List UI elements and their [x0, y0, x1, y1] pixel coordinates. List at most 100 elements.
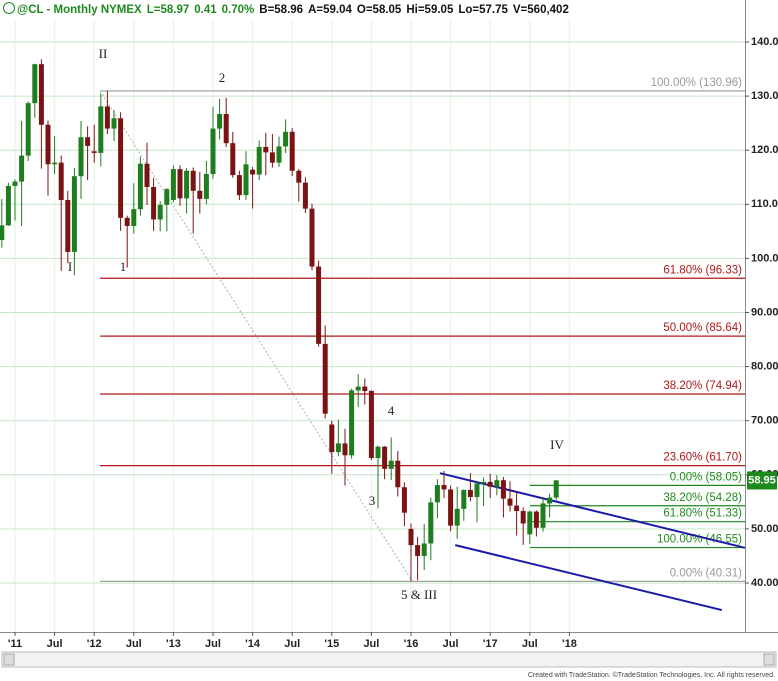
candle-body [91, 151, 97, 153]
candle-body [104, 106, 110, 129]
y-tick-label: 100.00 [751, 252, 778, 264]
candle-body [203, 174, 209, 199]
fib-label: 38.20% (74.94) [663, 380, 742, 392]
candle-body [487, 481, 493, 487]
x-tick-label: Jul [47, 638, 63, 650]
candle-body [553, 480, 559, 498]
candle-body [217, 113, 223, 129]
scroll-left[interactable] [3, 653, 15, 666]
candle-body [434, 485, 440, 503]
candle-body [263, 146, 269, 153]
y-tick-label: 80.00 [751, 361, 778, 373]
y-tick-label: 110.00 [751, 198, 778, 210]
candle-body [197, 190, 203, 199]
candle-body [547, 497, 553, 504]
x-tick-label: '16 [404, 638, 419, 650]
scrollbar[interactable] [1, 651, 777, 668]
candle-body [32, 64, 38, 104]
candle-body [507, 498, 513, 506]
candle-body [527, 511, 533, 535]
candle-body [461, 489, 467, 509]
candle-body [474, 483, 480, 497]
symbol-icon [3, 2, 15, 14]
candle-body [388, 460, 394, 469]
trendline [454, 544, 723, 612]
candle-body [71, 176, 77, 252]
candle-body [0, 225, 5, 241]
last-price-box [747, 471, 777, 490]
y-tick-label: 90.00 [751, 306, 778, 318]
candle-body [289, 131, 295, 171]
candle-body [276, 146, 282, 163]
candle-body [65, 199, 71, 252]
y-tick-label: 130.00 [751, 90, 778, 102]
candle-body [494, 480, 500, 487]
y-tick-label: 140.00 [751, 36, 778, 48]
wave-label: 1 [120, 259, 127, 274]
open: O=58.05 [356, 4, 402, 16]
candle-body [316, 266, 322, 344]
candle-body [256, 146, 262, 175]
x-tick-label: Jul [126, 638, 142, 650]
fib-label: 23.60% (61.70) [663, 452, 742, 464]
fib-label: 0.00% (58.05) [670, 471, 742, 483]
wave-label: 5 & III [401, 587, 437, 602]
candle-body [329, 424, 335, 453]
x-tick-label: Jul [443, 638, 459, 650]
trendline [99, 90, 413, 582]
candle-body [243, 164, 249, 196]
x-tick-label: '14 [245, 638, 261, 650]
wave-label: I [68, 259, 72, 274]
candle-body [190, 170, 196, 191]
candle-body [12, 181, 18, 186]
change: 0.41 [194, 4, 217, 16]
candle-body [401, 487, 407, 513]
candle-body [428, 502, 434, 544]
header: @CL - Monthly NYMEX L=58.97 0.41 0.70% B=58.… [0, 0, 745, 20]
scroll-right[interactable] [763, 653, 775, 666]
candle-body [368, 390, 374, 459]
candle-body [170, 169, 176, 200]
candle-body [124, 217, 130, 226]
candle-body [533, 511, 539, 528]
candle-body [151, 186, 157, 220]
candle-body [144, 163, 150, 187]
candle-body [85, 137, 91, 146]
candle-body [118, 118, 124, 218]
low: Lo=57.75 [458, 4, 508, 16]
candle-body [322, 343, 328, 414]
percent-change: 0.70% [221, 4, 255, 16]
candle-body [514, 505, 520, 512]
wave-label: II [99, 46, 108, 61]
candle-body [157, 204, 163, 220]
plot-area [0, 20, 745, 632]
candle-body [250, 169, 256, 175]
candle-body [25, 103, 31, 156]
wave-label: 3 [369, 493, 376, 508]
candle-body [362, 386, 368, 391]
fib-label: 0.00% (40.31) [670, 567, 742, 579]
candle-body [467, 489, 473, 497]
volume: V=560,402 [512, 4, 569, 16]
candle-body [382, 446, 388, 469]
candle-body [500, 480, 506, 499]
x-tick-label: Jul [363, 638, 379, 650]
y-tick-label: 70.00 [751, 415, 778, 427]
candle-body [45, 124, 51, 165]
candle-body [164, 189, 170, 205]
candle-body [448, 489, 454, 526]
candle-body [454, 508, 460, 526]
candle-body [395, 460, 401, 488]
fib-label: 61.80% (51.33) [663, 508, 742, 520]
candle-body [415, 545, 421, 556]
candle-body [375, 446, 381, 459]
candle-body [38, 64, 44, 125]
ask: A=59.04 [308, 4, 352, 16]
y-tick-label: 50.00 [751, 523, 778, 535]
candle-body [540, 503, 546, 528]
symbol: @CL - Monthly NYMEX [17, 4, 142, 16]
candle-body [236, 175, 242, 196]
candle-body [19, 155, 25, 182]
